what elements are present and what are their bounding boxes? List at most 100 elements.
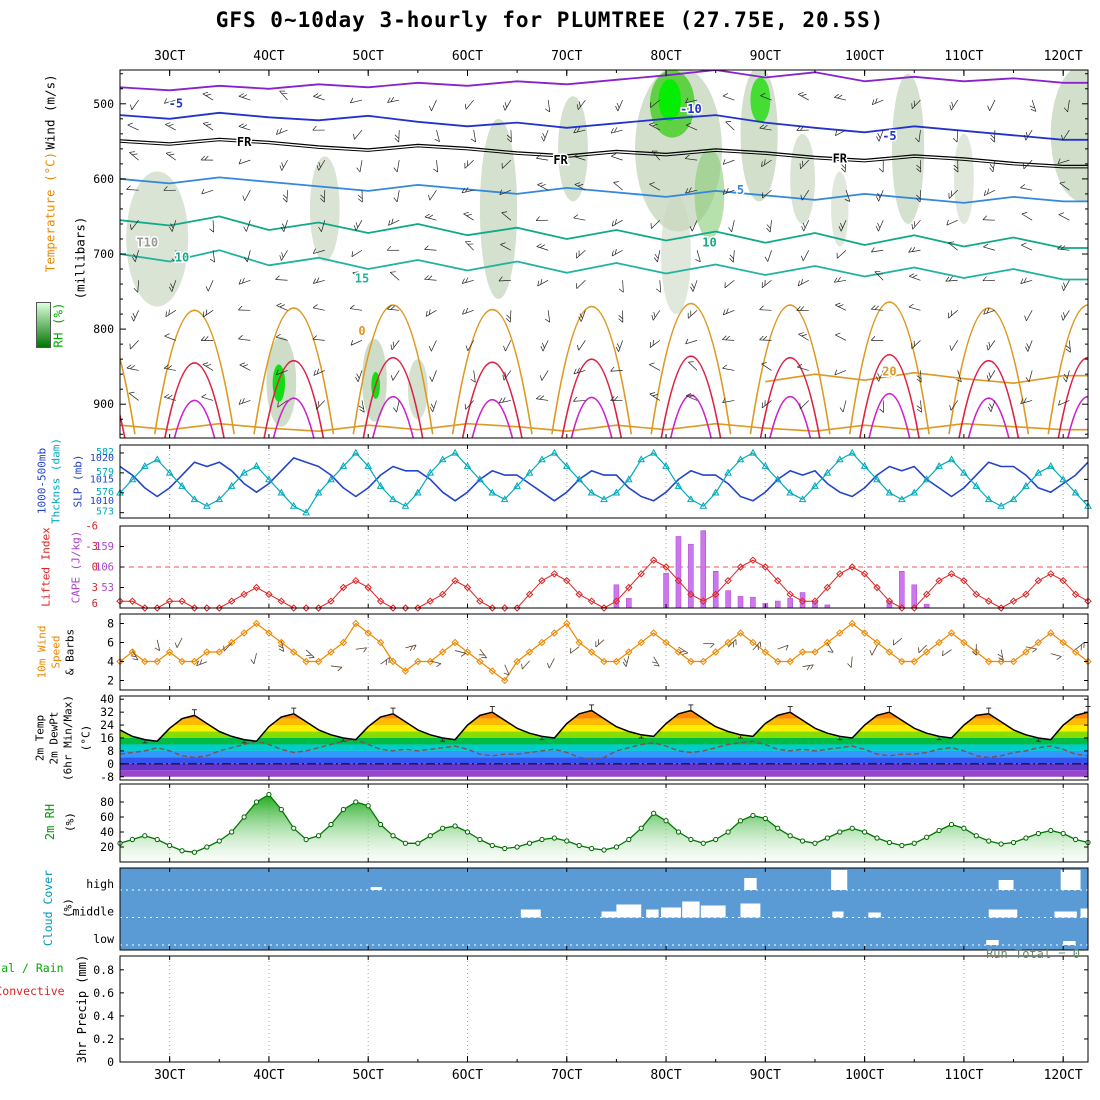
page-title: GFS 0~10day 3-hourly for PLUMTREE (27.75…: [215, 8, 885, 32]
x-axis-label-bottom: 10OCT: [845, 1068, 884, 1083]
x-axis-label-top: 4OCT: [253, 49, 284, 64]
pressure-tick: 500: [93, 97, 114, 111]
cloud-row-label: high: [86, 877, 114, 891]
thickness-tick: 579: [96, 467, 114, 478]
li-tick: -6: [85, 521, 98, 533]
thickness-tick: 582: [96, 447, 114, 458]
x-axis-label-bottom: 6OCT: [452, 1068, 483, 1083]
contour-label: -5: [882, 129, 896, 143]
x-axis-label-top: 11OCT: [944, 49, 983, 64]
rh-tick: 40: [100, 825, 114, 839]
thickness-label-2: Thcknss (dam): [49, 437, 63, 525]
wind-tick: 8: [107, 617, 114, 631]
precip-units-label: 3hr Precip (mm): [75, 954, 89, 1064]
contour-label: 0: [358, 324, 365, 338]
temp2m-label-3: (6hr Min/Max): [61, 694, 75, 782]
rh2m-label: 2m RH: [43, 803, 57, 841]
x-axis-label-bottom: 9OCT: [750, 1068, 781, 1083]
cape-tick: 159: [95, 541, 114, 553]
pressure-tick: 600: [93, 172, 114, 186]
cloud-row-label: low: [93, 932, 114, 946]
li-tick: 3: [92, 582, 98, 594]
wind-tick: 2: [107, 674, 114, 688]
contour-label: FR: [237, 135, 252, 149]
precip-total-label: Total / Rain: [0, 961, 64, 975]
rh-tick: 60: [100, 810, 114, 824]
contour-label: 5: [737, 183, 744, 197]
rh-tick: 20: [100, 840, 114, 854]
x-axis-label-bottom: 4OCT: [253, 1068, 284, 1083]
run-total-label: Run Total = 0: [986, 947, 1080, 961]
temp-tick: 0: [107, 757, 114, 771]
slp-tick: 1015: [90, 474, 114, 485]
temp2m-label-2: 2m DewPt: [47, 711, 61, 765]
temperature-label: Temperature (°C): [42, 151, 58, 273]
temp-tick: 32: [100, 705, 114, 719]
x-axis-label-top: 7OCT: [551, 49, 582, 64]
x-axis-label-bottom: 8OCT: [650, 1068, 681, 1083]
wind10m-label-2: Speed: [49, 635, 63, 669]
x-axis-label-top: 5OCT: [353, 49, 384, 64]
precip-tick: 0.6: [93, 986, 114, 1000]
x-axis-label-top: 6OCT: [452, 49, 483, 64]
temp-tick: 16: [100, 731, 114, 745]
pressure-tick: 900: [93, 397, 114, 411]
precip-tick: 0.8: [93, 963, 114, 977]
slp-label: SLP (mb): [71, 454, 85, 508]
cape-tick: 106: [95, 562, 114, 574]
rh-label: RH (%): [50, 302, 66, 348]
wind-units-label: Wind (m/s): [42, 74, 58, 150]
x-axis-label-top: 12OCT: [1044, 49, 1083, 64]
contour-label: -10: [680, 102, 702, 116]
precip-tick: 0: [107, 1055, 114, 1069]
wind10m-label-3: & Barbs: [63, 628, 77, 676]
precip-tick: 0.2: [93, 1032, 114, 1046]
lifted-index-label: Lifted Index: [39, 527, 53, 607]
contour-label: T10: [136, 235, 158, 249]
wind-tick: 6: [107, 636, 114, 650]
x-axis-label-top: 10OCT: [845, 49, 884, 64]
precip-tick: 0.4: [93, 1009, 114, 1023]
x-axis-label-bottom: 3OCT: [154, 1068, 185, 1083]
slp-tick: 1020: [90, 453, 114, 464]
rh2m-units-label: (%): [63, 812, 77, 832]
cloud-row-label: middle: [72, 905, 114, 919]
cape-tick: 53: [101, 582, 114, 594]
x-axis-label-top: 3OCT: [154, 49, 185, 64]
wind-tick: 4: [107, 655, 114, 669]
contour-label: 10: [702, 235, 716, 249]
wind10m-label-1: 10m Wind: [35, 625, 49, 679]
pressure-tick: 700: [93, 247, 114, 261]
contour-label: FR: [833, 151, 848, 165]
x-axis-label-bottom: 7OCT: [551, 1068, 582, 1083]
x-axis-label-bottom: 12OCT: [1044, 1068, 1083, 1083]
cape-label: CAPE (J/kg): [69, 530, 83, 604]
x-axis-label-top: 9OCT: [750, 49, 781, 64]
temp-tick: 8: [107, 744, 114, 758]
rh-colorbar-legend: [36, 302, 51, 348]
x-axis-label-bottom: 5OCT: [353, 1068, 384, 1083]
contour-label: 15: [355, 272, 369, 286]
thickness-tick: 573: [96, 507, 114, 518]
temp-tick: 24: [100, 718, 114, 732]
thickness-tick: 576: [96, 487, 114, 498]
upper-air-panel: [120, 70, 1088, 438]
li-tick: 0: [92, 562, 98, 574]
li-tick: 6: [92, 598, 98, 610]
temp-tick: -8: [100, 770, 114, 784]
li-tick: -3: [85, 541, 98, 553]
temp2m-label-1: 2m Temp: [33, 714, 47, 762]
contour-label: 20: [882, 365, 896, 379]
precip-convective-label: Convective: [0, 984, 65, 998]
contour-label: -5: [169, 97, 183, 111]
thickness-label-1: 1000-500mb: [35, 447, 49, 515]
x-axis-label-top: 8OCT: [650, 49, 681, 64]
temp-tick: 40: [100, 692, 114, 706]
rh-tick: 80: [100, 795, 114, 809]
temp2m-label-4: (°C): [79, 724, 93, 752]
contour-label: FR: [553, 153, 568, 167]
contour-label: 10: [175, 251, 189, 265]
slp-tick: 1010: [90, 496, 114, 507]
